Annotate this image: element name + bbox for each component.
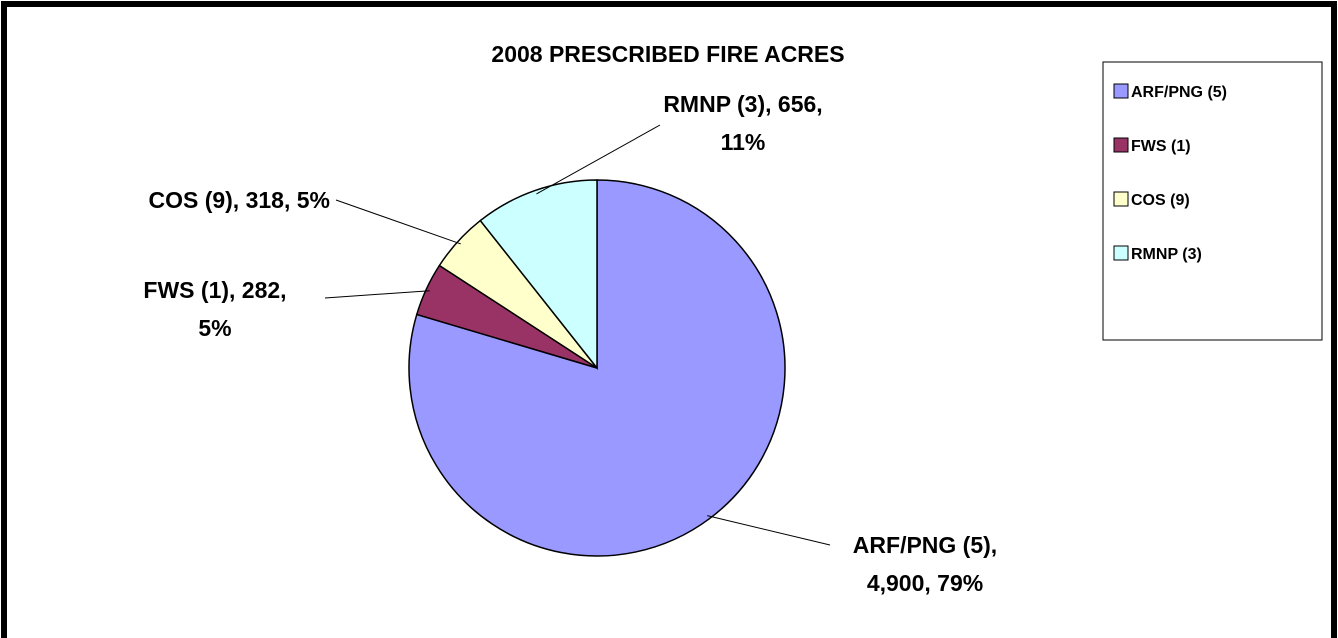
leader-line: [536, 124, 661, 195]
leader-line: [324, 290, 430, 299]
leader-line: [335, 199, 461, 245]
chart-title: 2008 PRESCRIBED FIRE ACRES: [491, 41, 844, 67]
data-label-line: COS (9), 318, 5%: [148, 187, 330, 213]
legend-label: FWS (1): [1131, 138, 1191, 155]
legend-swatch: [1113, 83, 1129, 99]
legend-box: [1102, 61, 1323, 341]
legend-label: COS (9): [1131, 192, 1190, 209]
data-label-line: RMNP (3), 656,: [663, 91, 822, 117]
data-label-line: 5%: [198, 315, 231, 341]
data-label-line: ARF/PNG (5),: [853, 532, 997, 558]
leader-line: [707, 515, 831, 546]
pie-slice: [479, 179, 598, 371]
data-label-line: 4,900, 79%: [867, 570, 983, 596]
legend-swatch: [1113, 191, 1129, 207]
data-label: ARF/PNG (5), 4,900, 79%: [853, 532, 997, 596]
legend-label: ARF/PNG (5): [1131, 84, 1227, 101]
data-label: FWS (1), 282, 5%: [143, 277, 286, 341]
legend-swatch: [1113, 245, 1129, 261]
data-label-line: FWS (1), 282,: [143, 277, 286, 303]
legend-label: RMNP (3): [1131, 246, 1202, 263]
data-label: RMNP (3), 656, 11%: [663, 91, 822, 155]
data-label: COS (9), 318, 5%: [148, 187, 330, 213]
data-label-line: 11%: [721, 129, 766, 155]
legend-swatch: [1113, 137, 1129, 153]
